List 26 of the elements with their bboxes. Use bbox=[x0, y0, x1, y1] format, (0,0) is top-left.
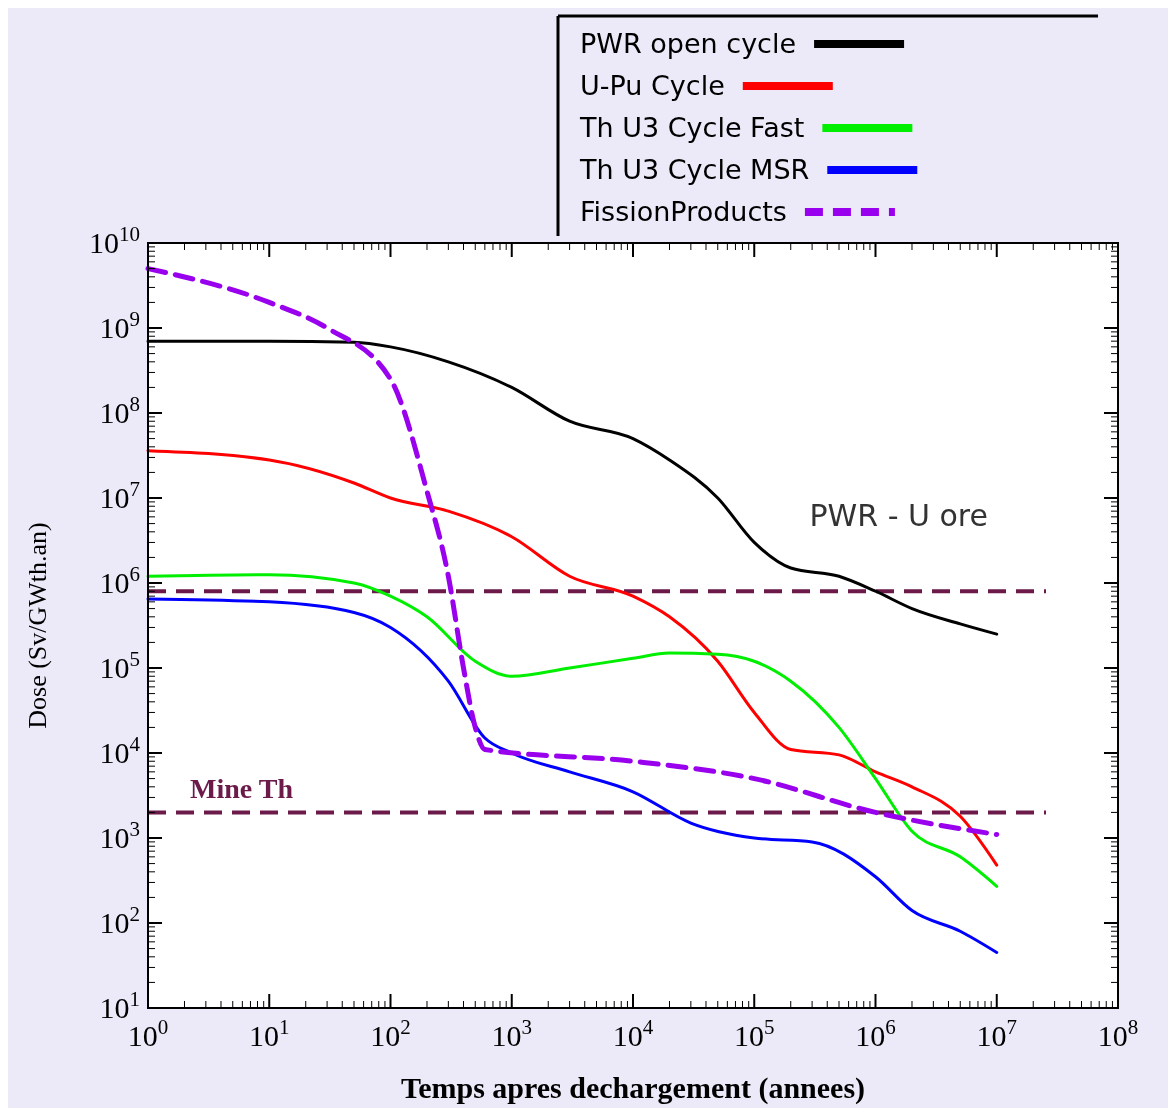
y-tick-label: 10$^{6}$ bbox=[99, 562, 140, 599]
legend-label: Th U3 Cycle Fast bbox=[579, 112, 805, 143]
x-tick-label: 10$^{8}$ bbox=[1097, 1015, 1139, 1052]
x-tick-label: 10$^{2}$ bbox=[370, 1015, 411, 1052]
x-tick-label: 10$^{6}$ bbox=[855, 1015, 896, 1052]
ref-line-label: PWR - U ore bbox=[809, 498, 988, 534]
x-axis-title: Temps apres dechargement (annees) bbox=[400, 1071, 866, 1105]
y-tick-label: 10$^{10}$ bbox=[89, 222, 140, 259]
y-tick-label: 10$^{5}$ bbox=[99, 647, 140, 684]
y-tick-label: 10$^{8}$ bbox=[99, 392, 140, 429]
y-tick-label: 10$^{9}$ bbox=[99, 307, 140, 344]
y-tick-label: 10$^{2}$ bbox=[99, 902, 140, 939]
x-tick-label: 10$^{4}$ bbox=[612, 1015, 654, 1052]
x-tick-label: 10$^{5}$ bbox=[734, 1015, 775, 1052]
legend-label: Th U3 Cycle MSR bbox=[579, 154, 810, 185]
legend-label: U-Pu Cycle bbox=[580, 70, 725, 101]
ref-line-label: Mine Th bbox=[190, 773, 294, 805]
legend-label: PWR open cycle bbox=[580, 28, 797, 59]
y-tick-label: 10$^{4}$ bbox=[99, 732, 141, 769]
x-tick-label: 10$^{3}$ bbox=[491, 1015, 532, 1052]
x-tick-label: 10$^{1}$ bbox=[249, 1015, 290, 1052]
y-tick-label: 10$^{7}$ bbox=[99, 477, 140, 514]
x-tick-label: 10$^{7}$ bbox=[976, 1015, 1017, 1052]
legend-label: FissionProducts bbox=[580, 196, 787, 227]
y-tick-label: 10$^{3}$ bbox=[99, 817, 140, 854]
y-axis-title: Dose (Sv/GWth.an) bbox=[23, 522, 52, 729]
